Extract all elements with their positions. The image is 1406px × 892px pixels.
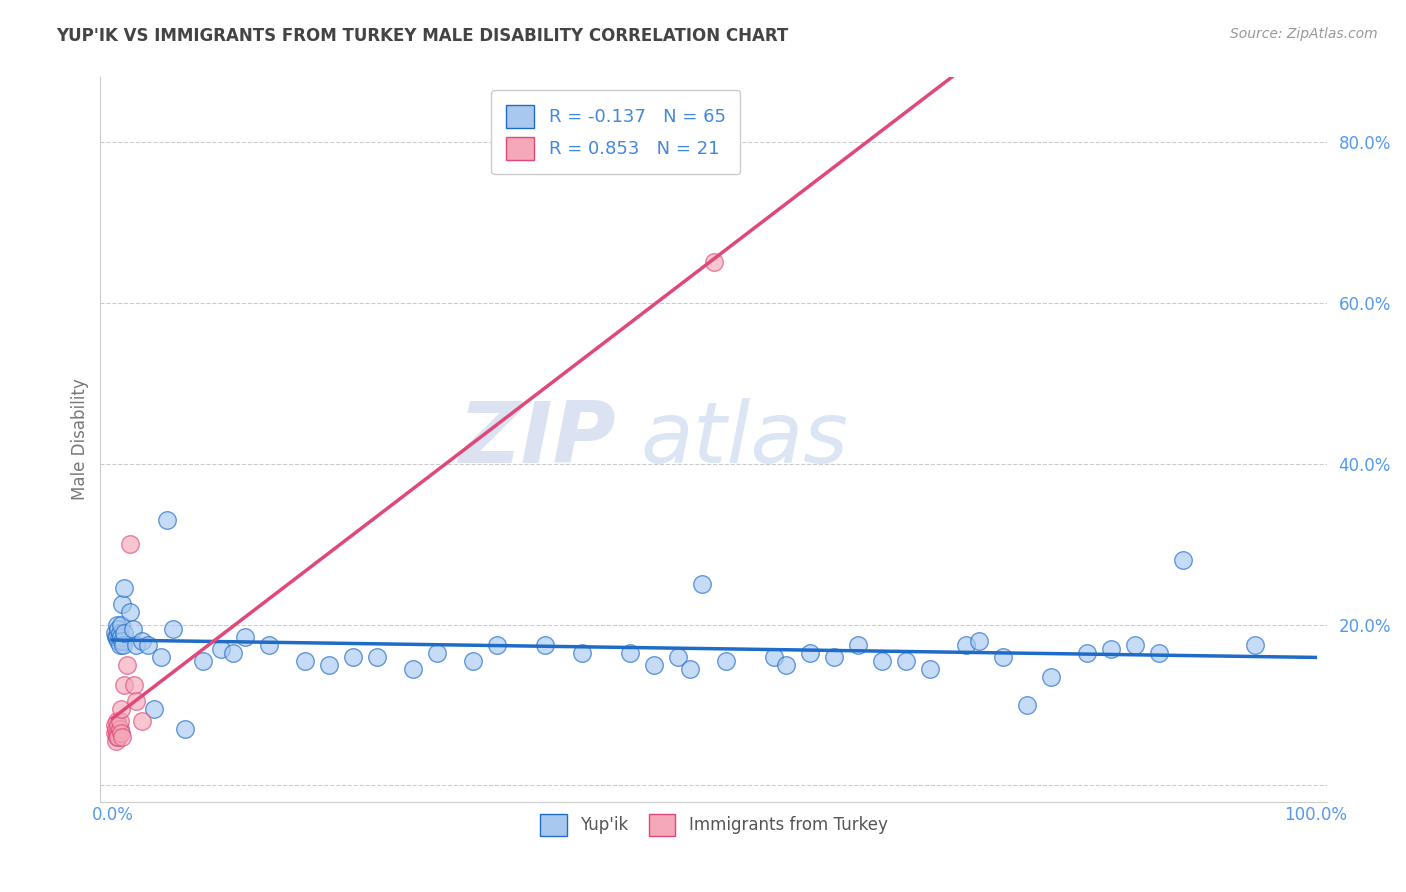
Point <box>426 646 449 660</box>
Point <box>110 726 132 740</box>
Point <box>191 654 214 668</box>
Point <box>104 722 127 736</box>
Point <box>294 654 316 668</box>
Point <box>105 730 128 744</box>
Point <box>1171 553 1194 567</box>
Point <box>666 649 689 664</box>
Point <box>233 630 256 644</box>
Point <box>1015 698 1038 712</box>
Point <box>896 654 918 668</box>
Point <box>110 617 132 632</box>
Point <box>155 513 177 527</box>
Point <box>104 630 127 644</box>
Point <box>115 657 138 672</box>
Point <box>991 649 1014 664</box>
Point <box>112 625 135 640</box>
Point <box>714 654 737 668</box>
Point <box>122 678 145 692</box>
Text: ZIP: ZIP <box>458 398 616 481</box>
Text: Source: ZipAtlas.com: Source: ZipAtlas.com <box>1230 27 1378 41</box>
Point <box>690 577 713 591</box>
Point <box>679 662 702 676</box>
Point <box>111 633 134 648</box>
Point <box>104 718 127 732</box>
Point <box>1099 641 1122 656</box>
Point <box>763 649 786 664</box>
Point <box>221 646 243 660</box>
Point <box>1123 638 1146 652</box>
Point <box>318 657 340 672</box>
Point <box>125 638 148 652</box>
Point <box>846 638 869 652</box>
Point <box>143 702 166 716</box>
Legend: Yup'ik, Immigrants from Turkey: Yup'ik, Immigrants from Turkey <box>531 805 896 844</box>
Point <box>107 622 129 636</box>
Point <box>643 657 665 672</box>
Point <box>799 646 821 660</box>
Point <box>162 622 184 636</box>
Point <box>107 633 129 648</box>
Point <box>112 582 135 596</box>
Point <box>1039 670 1062 684</box>
Point <box>1147 646 1170 660</box>
Point <box>121 622 143 636</box>
Point <box>104 625 127 640</box>
Point <box>173 722 195 736</box>
Point <box>775 657 797 672</box>
Point <box>1076 646 1098 660</box>
Point <box>463 654 485 668</box>
Point <box>131 714 153 728</box>
Point <box>955 638 977 652</box>
Point <box>111 730 134 744</box>
Point <box>110 630 132 644</box>
Point <box>402 662 425 676</box>
Point <box>366 649 388 664</box>
Point <box>1244 638 1267 652</box>
Point <box>138 638 160 652</box>
Point <box>104 726 127 740</box>
Point <box>108 722 131 736</box>
Point <box>108 714 131 728</box>
Point <box>107 730 129 744</box>
Point <box>967 633 990 648</box>
Point <box>131 633 153 648</box>
Point <box>149 649 172 664</box>
Point <box>534 638 557 652</box>
Point <box>105 630 128 644</box>
Point <box>257 638 280 652</box>
Point <box>920 662 942 676</box>
Point <box>342 649 364 664</box>
Point <box>619 646 641 660</box>
Point <box>110 702 132 716</box>
Text: atlas: atlas <box>640 398 848 481</box>
Point <box>108 638 131 652</box>
Point <box>107 718 129 732</box>
Point <box>872 654 894 668</box>
Point <box>120 606 142 620</box>
Point <box>703 255 725 269</box>
Point <box>823 649 845 664</box>
Point <box>104 734 127 748</box>
Point <box>209 641 232 656</box>
Text: YUP'IK VS IMMIGRANTS FROM TURKEY MALE DISABILITY CORRELATION CHART: YUP'IK VS IMMIGRANTS FROM TURKEY MALE DI… <box>56 27 789 45</box>
Y-axis label: Male Disability: Male Disability <box>72 378 89 500</box>
Point <box>120 537 142 551</box>
Point <box>571 646 593 660</box>
Point <box>105 617 128 632</box>
Point <box>108 625 131 640</box>
Point <box>111 598 134 612</box>
Point <box>125 694 148 708</box>
Point <box>105 726 128 740</box>
Point <box>112 638 135 652</box>
Point <box>486 638 509 652</box>
Point <box>112 678 135 692</box>
Point <box>105 714 128 728</box>
